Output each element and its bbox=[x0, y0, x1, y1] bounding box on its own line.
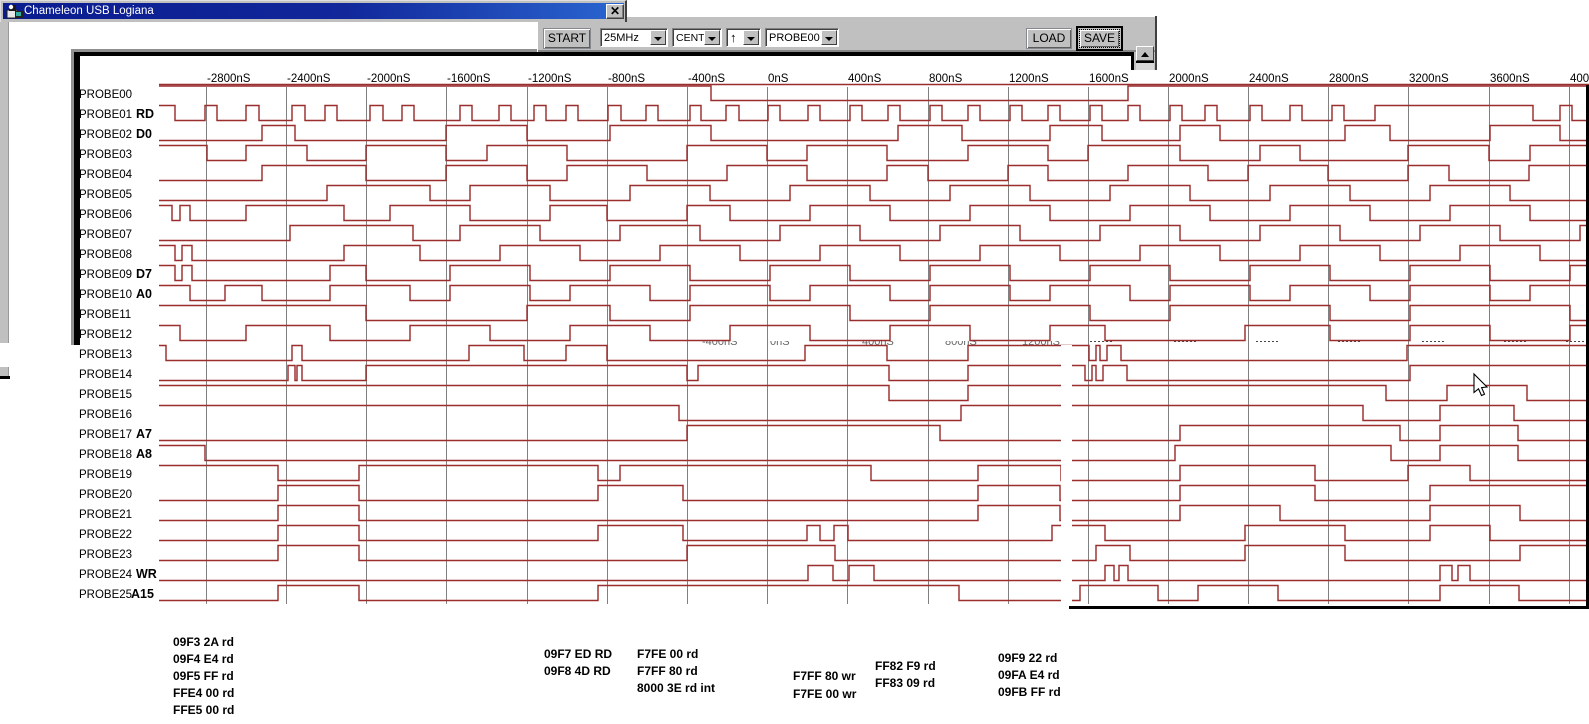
svg-text:RD: RD bbox=[136, 107, 154, 121]
svg-text:-1200nS: -1200nS bbox=[528, 73, 572, 85]
svg-text:400nS: 400nS bbox=[862, 336, 894, 348]
svg-text:F7FF 80 rd: F7FF 80 rd bbox=[637, 664, 698, 678]
svg-text:09F7 ED RD: 09F7 ED RD bbox=[544, 647, 612, 661]
svg-text:0nS: 0nS bbox=[770, 336, 790, 348]
svg-text:PROBE02: PROBE02 bbox=[79, 129, 132, 141]
svg-text:2800nS: 2800nS bbox=[1329, 73, 1369, 85]
svg-text:PROBE03: PROBE03 bbox=[79, 149, 132, 161]
svg-text:PROBE23: PROBE23 bbox=[79, 549, 132, 561]
svg-text:09FA E4 rd: 09FA E4 rd bbox=[998, 668, 1060, 682]
svg-text:PROBE09: PROBE09 bbox=[79, 269, 132, 281]
svg-text:-2400nS: -2400nS bbox=[287, 73, 331, 85]
svg-text:A8: A8 bbox=[136, 447, 152, 461]
svg-text:PROBE10: PROBE10 bbox=[79, 289, 132, 301]
svg-text:PROBE01: PROBE01 bbox=[79, 109, 132, 121]
svg-text:D0: D0 bbox=[136, 127, 152, 141]
svg-text:PROBE21: PROBE21 bbox=[79, 509, 132, 521]
svg-text:A7: A7 bbox=[136, 427, 152, 441]
svg-text:A0: A0 bbox=[136, 287, 152, 301]
svg-text:-1600nS: -1600nS bbox=[447, 73, 491, 85]
svg-text:09F9 22 rd: 09F9 22 rd bbox=[998, 651, 1057, 665]
svg-text:PROBE05: PROBE05 bbox=[79, 189, 132, 201]
svg-text:PROBE00: PROBE00 bbox=[79, 89, 132, 101]
svg-text:PROBE24: PROBE24 bbox=[79, 569, 133, 581]
svg-text:-800nS: -800nS bbox=[608, 73, 645, 85]
svg-text:1200nS: 1200nS bbox=[1009, 73, 1049, 85]
svg-text:PROBE19: PROBE19 bbox=[79, 469, 132, 481]
svg-text:FF83 09 rd: FF83 09 rd bbox=[875, 676, 935, 690]
svg-text:09F4 E4 rd: 09F4 E4 rd bbox=[173, 652, 234, 666]
svg-text:09F8 4D RD: 09F8 4D RD bbox=[544, 664, 611, 678]
svg-text:PROBE25: PROBE25 bbox=[79, 589, 132, 601]
svg-text:FFE4 00 rd: FFE4 00 rd bbox=[173, 686, 234, 700]
svg-text:F7FE 00 wr: F7FE 00 wr bbox=[793, 687, 857, 701]
svg-text:PROBE16: PROBE16 bbox=[79, 409, 132, 421]
svg-text:4000nS: 4000nS bbox=[1570, 73, 1589, 85]
svg-text:PROBE06: PROBE06 bbox=[79, 209, 132, 221]
svg-text:PROBE11: PROBE11 bbox=[79, 309, 131, 321]
svg-text:PROBE04: PROBE04 bbox=[79, 169, 133, 181]
svg-text:PROBE22: PROBE22 bbox=[79, 529, 132, 541]
svg-text:PROBE17: PROBE17 bbox=[79, 429, 132, 441]
svg-text:WR: WR bbox=[136, 567, 157, 581]
svg-text:PROBE15: PROBE15 bbox=[79, 389, 132, 401]
svg-text:-2000nS: -2000nS bbox=[367, 73, 411, 85]
svg-text:PROBE20: PROBE20 bbox=[79, 489, 132, 501]
svg-text:400nS: 400nS bbox=[848, 73, 882, 85]
svg-text:PROBE07: PROBE07 bbox=[79, 229, 132, 241]
svg-text:8000 3E rd int: 8000 3E rd int bbox=[637, 681, 715, 695]
svg-text:PROBE12: PROBE12 bbox=[79, 329, 132, 341]
svg-text:1600nS: 1600nS bbox=[1089, 73, 1129, 85]
svg-text:PROBE14: PROBE14 bbox=[79, 369, 133, 381]
svg-text:-400nS: -400nS bbox=[702, 336, 737, 348]
svg-text:800nS: 800nS bbox=[945, 336, 977, 348]
svg-text:09F3 2A rd: 09F3 2A rd bbox=[173, 635, 234, 649]
svg-text:FFE5 00 rd: FFE5 00 rd bbox=[173, 703, 234, 717]
svg-text:F7FE 00 rd: F7FE 00 rd bbox=[637, 647, 698, 661]
svg-text:F7FF 80 wr: F7FF 80 wr bbox=[793, 669, 856, 683]
svg-text:D7: D7 bbox=[136, 267, 152, 281]
svg-text:A15: A15 bbox=[131, 587, 154, 601]
svg-text:-400nS: -400nS bbox=[688, 73, 725, 85]
svg-text:3600nS: 3600nS bbox=[1490, 73, 1530, 85]
svg-text:PROBE18: PROBE18 bbox=[79, 449, 132, 461]
svg-text:-2800nS: -2800nS bbox=[207, 73, 251, 85]
svg-text:2000nS: 2000nS bbox=[1169, 73, 1209, 85]
svg-text:3200nS: 3200nS bbox=[1409, 73, 1449, 85]
svg-text:1200nS: 1200nS bbox=[1022, 336, 1060, 348]
svg-text:0nS: 0nS bbox=[768, 73, 789, 85]
svg-text:2400nS: 2400nS bbox=[1249, 73, 1289, 85]
svg-text:09F5 FF rd: 09F5 FF rd bbox=[173, 669, 234, 683]
svg-text:PROBE08: PROBE08 bbox=[79, 249, 132, 261]
svg-text:09FB FF rd: 09FB FF rd bbox=[998, 685, 1061, 699]
svg-text:800nS: 800nS bbox=[929, 73, 963, 85]
svg-text:FF82 F9 rd: FF82 F9 rd bbox=[875, 659, 936, 673]
svg-text:PROBE13: PROBE13 bbox=[79, 349, 132, 361]
